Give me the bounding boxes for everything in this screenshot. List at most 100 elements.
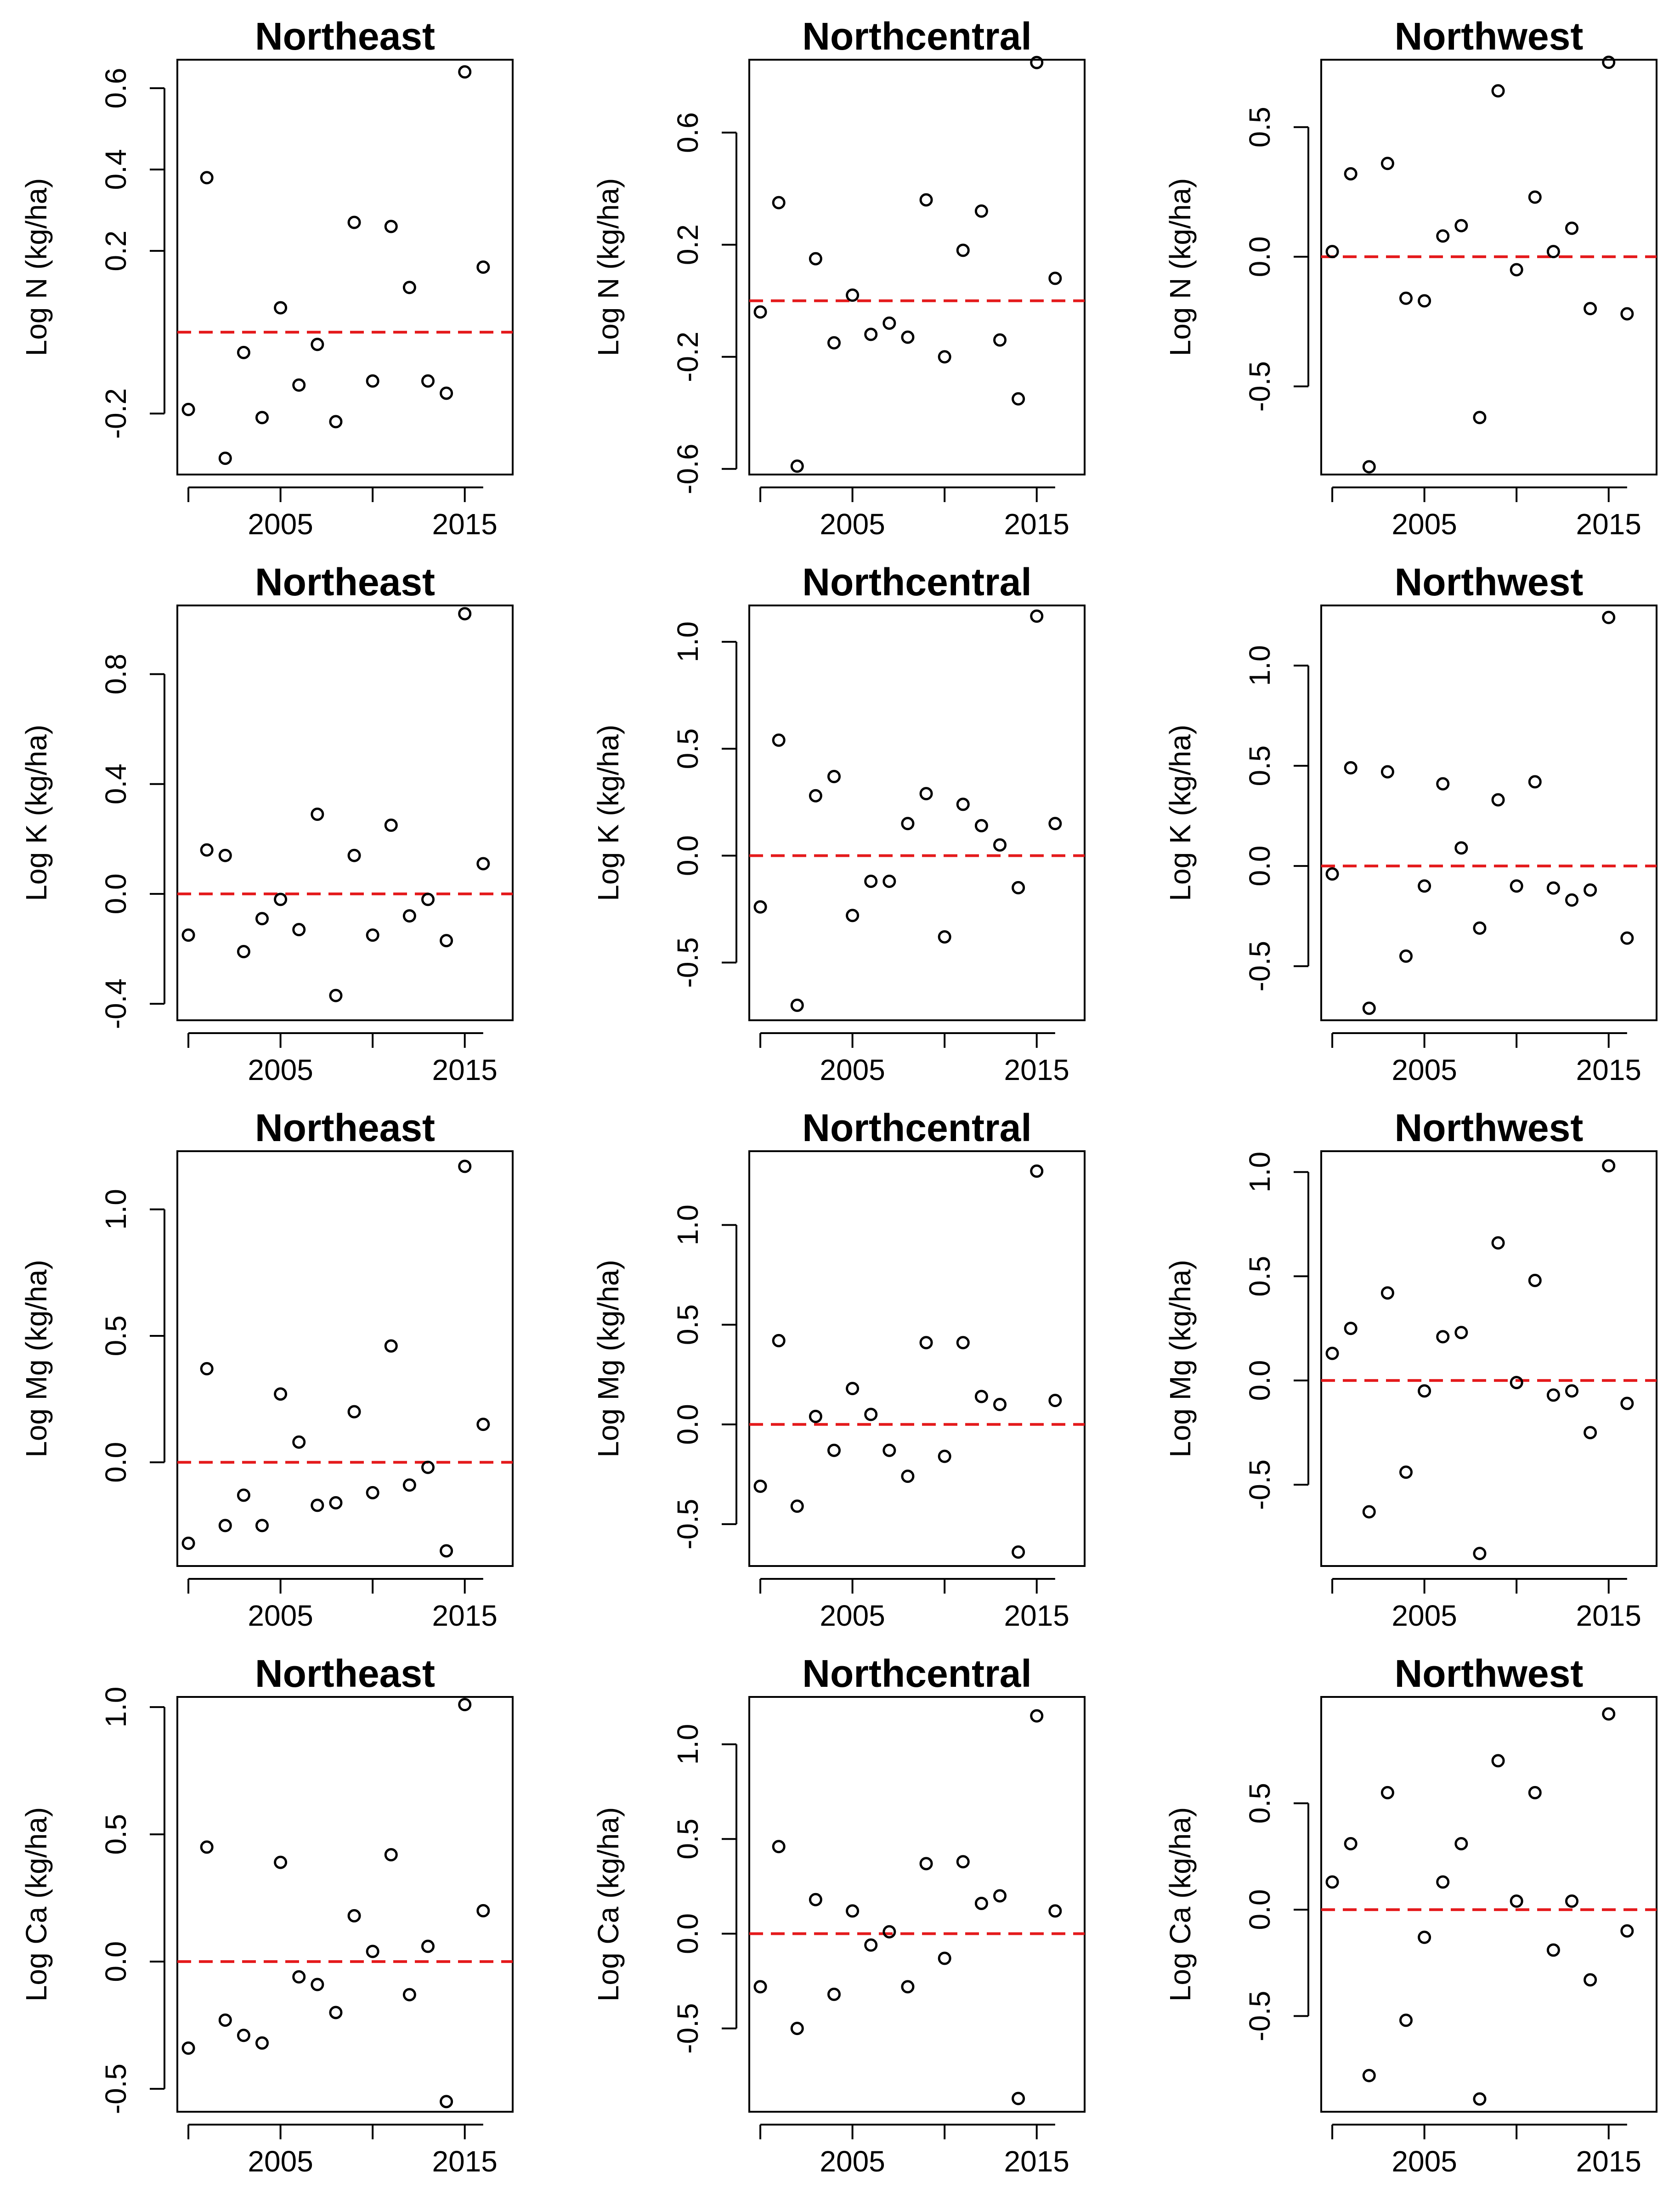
data-point: [458, 607, 472, 621]
data-point: [1454, 841, 1468, 855]
y-tick-label: 1.0: [671, 1204, 704, 1245]
data-point: [827, 769, 841, 783]
data-point: [1454, 1837, 1468, 1851]
data-point: [1418, 1384, 1431, 1398]
data-point: [919, 1336, 933, 1350]
y-tick-label: 0.5: [99, 1315, 132, 1356]
data-point: [938, 930, 951, 944]
data-point: [790, 459, 804, 473]
plot-frame: [1320, 605, 1657, 1021]
plot-frame: [748, 605, 1086, 1021]
panel-5: Northcentral 2005 2015 -0.5 0.0 0.5 1.0 Log K (…: [592, 560, 1086, 1086]
data-point: [882, 1925, 896, 1939]
data-point: [329, 2006, 343, 2019]
data-point: [1510, 1376, 1523, 1390]
data-point: [1048, 1394, 1062, 1408]
data-point: [347, 848, 361, 862]
data-point: [476, 1418, 490, 1431]
data-point: [919, 787, 933, 801]
data-point: [384, 220, 398, 233]
plot-frame: [748, 1150, 1086, 1567]
plot-frame: [1320, 1150, 1657, 1567]
data-point: [200, 1840, 214, 1854]
data-point: [1528, 775, 1542, 789]
data-point: [1584, 883, 1597, 897]
data-point: [753, 900, 767, 914]
data-point: [1491, 84, 1505, 98]
data-point: [882, 317, 896, 330]
data-point: [237, 2029, 250, 2042]
x-tick-label: 2015: [432, 1599, 498, 1632]
data-point: [440, 2095, 453, 2109]
y-tick-label: -0.5: [671, 2003, 704, 2053]
data-point: [458, 65, 472, 79]
data-point: [292, 923, 306, 937]
data-point: [827, 336, 841, 350]
data-point: [181, 1536, 195, 1550]
data-point: [384, 1848, 398, 1861]
data-point: [1436, 777, 1450, 791]
panel-title: Northwest: [1395, 15, 1584, 58]
panel-title: Northcentral: [802, 15, 1031, 58]
panel-title: Northcentral: [802, 1652, 1031, 1695]
y-axis-label: Log N (kg/ha): [592, 178, 625, 356]
x-tick-label: 2005: [1392, 1599, 1457, 1632]
data-point: [1602, 1159, 1616, 1173]
data-point: [790, 998, 804, 1012]
data-point: [753, 1980, 767, 1994]
x-tick-label: 2005: [820, 2145, 885, 2178]
data-point: [864, 328, 878, 341]
data-point: [1418, 1930, 1431, 1944]
data-point: [218, 848, 232, 862]
x-tick-label: 2005: [248, 1053, 313, 1086]
data-point: [1030, 56, 1044, 69]
data-point: [218, 1519, 232, 1532]
data-point: [421, 1460, 435, 1474]
data-point: [1473, 921, 1487, 935]
data-point: [237, 1488, 250, 1502]
data-point: [311, 807, 324, 821]
x-tick-label: 2015: [1576, 2145, 1641, 2178]
data-point: [956, 797, 970, 811]
data-point: [974, 204, 988, 218]
y-tick-label: 1.0: [1243, 645, 1276, 686]
x-tick-label: 2015: [1576, 508, 1641, 541]
data-point: [1602, 611, 1616, 624]
x-tick-label: 2015: [1004, 508, 1069, 541]
data-point: [901, 817, 915, 831]
data-point: [827, 1443, 841, 1457]
y-tick-label: 0.0: [1243, 1889, 1276, 1930]
data-point: [864, 1408, 878, 1421]
data-point: [402, 1478, 416, 1492]
data-point: [1344, 761, 1358, 775]
data-point: [772, 733, 786, 747]
data-point: [753, 1479, 767, 1493]
y-tick-label: 0.0: [671, 1913, 704, 1954]
data-point: [1362, 1001, 1376, 1015]
data-point: [1344, 1837, 1358, 1851]
data-point: [421, 374, 435, 388]
y-axis-label: Log K (kg/ha): [20, 724, 53, 901]
y-tick-label: 0.6: [99, 68, 132, 108]
data-point: [402, 909, 416, 923]
data-point: [181, 928, 195, 942]
data-point: [347, 1405, 361, 1419]
data-point: [1362, 2069, 1376, 2082]
data-point: [993, 1397, 1007, 1411]
data-point: [901, 1980, 915, 1994]
y-tick-label: -0.2: [99, 388, 132, 439]
data-point: [938, 350, 951, 364]
y-tick-label: 0.2: [99, 231, 132, 271]
data-point: [1620, 931, 1634, 945]
data-point: [255, 411, 269, 424]
panel-3: Northwest 2005 2015 -0.5 0.0 0.5 Log N (kg/ha): [1164, 15, 1657, 541]
y-tick-label: 0.2: [671, 224, 704, 265]
data-point: [864, 1938, 878, 1952]
panel-11: Northcentral 2005 2015 -0.5 0.0 0.5 1.0 Log Ca …: [592, 1652, 1086, 2178]
data-point: [882, 874, 896, 888]
y-tick-label: 0.5: [671, 1819, 704, 1860]
data-point: [1510, 263, 1523, 277]
x-tick-label: 2005: [1392, 1053, 1457, 1086]
data-point: [1048, 1904, 1062, 1918]
